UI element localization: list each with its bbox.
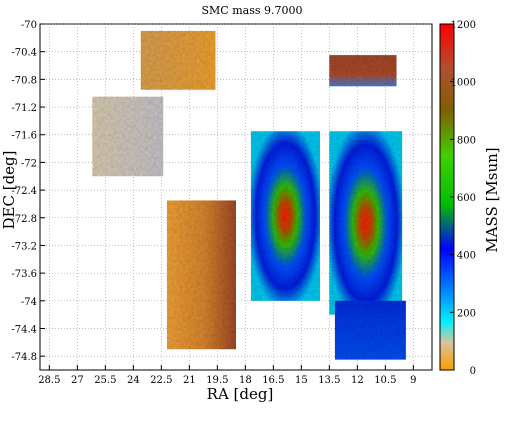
y-tick-label: -74.4 [11,324,37,335]
data-tile [92,96,164,177]
x-tick-label: 28.5 [38,375,60,386]
colorbar-tick-label: 1200 [451,20,476,31]
colorbar-tick-label: 0 [470,366,476,377]
y-tick-label: -70 [21,20,37,31]
y-tick-label: -73.6 [11,269,37,280]
y-tick-label: -72.8 [11,214,37,225]
x-tick-label: 15 [295,375,308,386]
x-tick-label: 12 [351,375,364,386]
x-axis-ticks: 28.5 27 25.5 24 22.5 21 19.5 18 16.5 15 13.5 12 10.5… [38,365,417,386]
x-tick-label: 25.5 [94,375,116,386]
y-tick-label: -72 [21,158,37,169]
colorbar-tick-label: 800 [457,135,476,146]
y-tick-label: -70.8 [11,75,37,86]
y-tick-label: -74.8 [11,352,37,363]
colorbar-ticks: 0 200 400 600 800 1000 1200 [450,20,476,377]
y-tick-label: -71.2 [11,103,37,114]
x-tick-label: 18 [239,375,252,386]
x-tick-label: 9 [410,375,416,386]
x-tick-label: 27 [71,375,84,386]
x-tick-label: 13.5 [318,375,340,386]
data-tile [140,30,216,90]
x-tick-label: 19.5 [206,375,228,386]
x-tick-label: 10.5 [374,375,396,386]
data-tile [334,300,406,360]
y-axis-label: DEC [deg] [0,150,18,229]
y-tick-label: -71.6 [11,131,37,142]
y-tick-label: -70.4 [11,48,37,59]
x-tick-label: 24 [127,375,140,386]
data-tile [329,131,403,315]
y-tick-label: -72.4 [11,186,37,197]
y-tick-label: -73.2 [11,241,37,252]
data-tiles [92,30,406,360]
x-tick-label: 21 [183,375,196,386]
y-axis-ticks: -70 -70.4 -70.8 -71.2 -71.6 -72 -72.4 -72.8 -73.… [11,20,45,363]
colorbar-tick-label: 1000 [451,78,476,89]
colorbar-tick-label: 400 [457,251,476,262]
data-tile [166,200,236,350]
y-tick-label: -74 [21,297,37,308]
colorbar-tick-label: 200 [457,308,476,319]
colorbar-label: MASS [Msun] [483,147,501,252]
x-tick-label: 22.5 [150,375,172,386]
data-tile [329,55,397,87]
chart-title: SMC mass 9.7000 [202,4,303,17]
x-axis-label: RA [deg] [207,385,274,403]
x-tick-label: 16.5 [262,375,284,386]
data-tile [250,131,320,301]
colorbar-tick-label: 600 [457,193,476,204]
